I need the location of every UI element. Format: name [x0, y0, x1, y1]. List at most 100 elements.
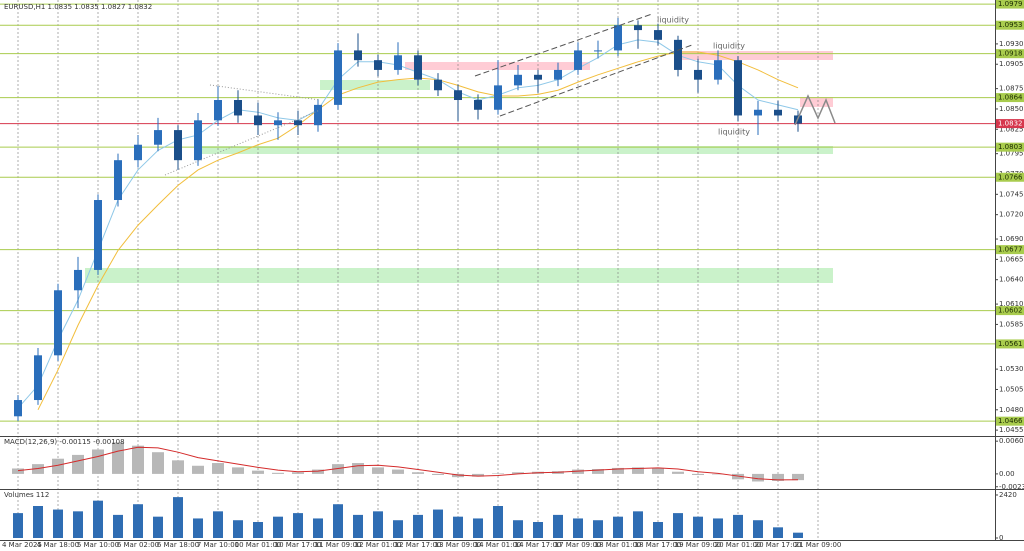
- volume-bar: [153, 516, 163, 538]
- channel-line: [499, 44, 693, 117]
- volume-bar: [213, 511, 223, 538]
- candle-body: [434, 79, 442, 91]
- volume-bar: [553, 514, 563, 538]
- candle-body: [514, 74, 522, 86]
- candle-body: [414, 55, 422, 80]
- candle-body: [54, 290, 62, 356]
- x-tick-label: 14 Mar 17:00: [515, 541, 562, 549]
- volume-bar: [753, 520, 763, 538]
- macd-bar: [432, 473, 444, 475]
- x-tick-label: 5 Mar 10:00: [77, 541, 119, 549]
- volume-bar: [793, 532, 803, 538]
- candle-body: [214, 100, 222, 121]
- x-tick-label: 13 Mar 09:00: [435, 541, 482, 549]
- trend-line: [209, 84, 321, 101]
- y-tick-label: -0.00237: [999, 483, 1024, 491]
- level-label: 1.0466: [998, 417, 1023, 425]
- macd-bar: [372, 467, 384, 474]
- volume-bar: [113, 514, 123, 538]
- volume-bar: [73, 511, 83, 538]
- candle-body: [754, 109, 762, 116]
- level-label-box: [996, 339, 1024, 349]
- y-tick-label: 1.0930: [999, 40, 1024, 48]
- volume-bar: [413, 514, 423, 538]
- candle-body: [574, 50, 582, 70]
- macd-bar: [192, 465, 204, 474]
- volume-bar: [513, 520, 523, 538]
- trend-line: [164, 109, 321, 176]
- x-tick-label: 18 Mar 01:00: [595, 541, 642, 549]
- candle-body: [154, 130, 162, 145]
- volume-bar: [33, 506, 43, 538]
- annotation: liquidity: [713, 42, 745, 51]
- candle-body: [354, 50, 362, 61]
- level-label: 1.0864: [998, 94, 1023, 102]
- candle-body: [634, 25, 642, 31]
- level-label-box: [996, 142, 1024, 152]
- macd-bar: [52, 458, 64, 474]
- y-tick-label: 1.0795: [999, 150, 1024, 158]
- macd-bar: [572, 469, 584, 474]
- candle-body: [134, 144, 142, 161]
- macd-bar: [672, 471, 684, 474]
- macd-bar: [292, 472, 304, 474]
- macd-bar: [312, 469, 324, 474]
- level-label-box: [996, 245, 1024, 255]
- level-label-box: [996, 416, 1024, 426]
- candle-body: [674, 39, 682, 70]
- level-label: 1.0953: [998, 21, 1023, 29]
- level-label: 1.0561: [998, 340, 1023, 348]
- candle-body: [294, 120, 302, 126]
- candle-body: [474, 100, 482, 110]
- macd-bar: [212, 463, 224, 474]
- y-tick-label: 1.0720: [999, 211, 1024, 219]
- macd-bar: [32, 464, 44, 474]
- candle-body: [194, 120, 202, 161]
- y-tick-label: 1.0505: [999, 385, 1024, 393]
- current-price-label: 1.0832: [998, 120, 1023, 128]
- volume-bar: [293, 513, 303, 538]
- macd-bar: [92, 449, 104, 474]
- macd-bar: [772, 473, 784, 481]
- level-label-box: [996, 49, 1024, 59]
- macd-bar: [12, 468, 24, 474]
- candle-body: [454, 90, 462, 101]
- candle-body: [654, 30, 662, 40]
- volume-bar: [453, 516, 463, 538]
- candle-body: [534, 74, 542, 80]
- level-label: 1.0766: [998, 173, 1023, 181]
- y-tick-label: 0.00: [999, 470, 1015, 478]
- x-tick-label: 20 Mar 17:00: [755, 541, 802, 549]
- macd-bar: [392, 469, 404, 474]
- demand-zone: [85, 268, 833, 283]
- candle-body: [694, 69, 702, 80]
- current-price-box: [996, 119, 1024, 129]
- volume-bar: [693, 516, 703, 538]
- demand-zone: [200, 146, 833, 154]
- y-tick-label: 1.0585: [999, 320, 1024, 328]
- x-tick-label: 11 Mar 09:00: [315, 541, 362, 549]
- macd-bar: [412, 472, 424, 474]
- macd-bar: [152, 452, 164, 474]
- x-tick-label: 6 Mar 02:00: [117, 541, 159, 549]
- candle-body: [774, 109, 782, 116]
- y-tick-label: 0.00603: [999, 437, 1024, 445]
- level-label: 1.0602: [998, 307, 1023, 315]
- volume-bar: [473, 518, 483, 538]
- volume-bar: [273, 516, 283, 538]
- macd-title: MACD(12,26,9) -0.00115 -0.00108: [4, 438, 125, 446]
- volume-bar: [13, 513, 23, 538]
- macd-bar: [452, 473, 464, 478]
- level-label-box: [996, 306, 1024, 316]
- volume-bar: [613, 516, 623, 538]
- y-tick-label: 1.0665: [999, 255, 1024, 263]
- candle-body: [274, 120, 282, 126]
- candle-body: [614, 25, 622, 51]
- volume-bar: [333, 504, 343, 538]
- y-tick-label: 0: [999, 534, 1003, 542]
- x-tick-label: 14 Mar 01:00: [475, 541, 522, 549]
- candle-body: [394, 55, 402, 70]
- macd-bar: [272, 472, 284, 474]
